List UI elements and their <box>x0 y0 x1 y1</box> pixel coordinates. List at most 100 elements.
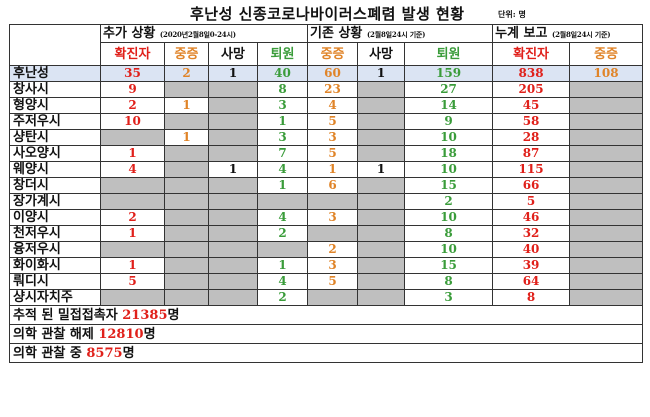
existing-discharged-cell: 10 <box>404 161 494 178</box>
existing-death-cell <box>357 177 406 194</box>
added-severe-cell <box>164 193 209 210</box>
added-confirmed-cell: 1 <box>100 145 165 162</box>
added-confirmed-cell: 2 <box>100 209 165 226</box>
region-cell: 샹시자치주 <box>9 289 101 306</box>
table-row: 천저우시 1 2 8 32 <box>9 225 644 242</box>
region-cell: 장가계시 <box>9 193 101 210</box>
added-severe-cell <box>164 241 209 258</box>
existing-severe-cell: 1 <box>307 161 359 178</box>
added-severe-cell <box>164 273 209 290</box>
col-added-death: 사망 <box>208 42 258 66</box>
added-confirmed-cell: 10 <box>100 113 165 130</box>
cumulative-confirmed-cell: 45 <box>492 97 571 114</box>
added-death-cell <box>208 113 258 130</box>
added-death-cell <box>208 289 258 306</box>
region-cell: 사오양시 <box>9 145 101 162</box>
region-header-cell <box>9 24 101 66</box>
added-death-cell <box>208 129 258 146</box>
existing-severe-cell: 60 <box>307 65 359 82</box>
footer-row: 의학 관찰 해제 12810명 <box>8 324 644 344</box>
added-death-cell <box>208 81 258 98</box>
added-confirmed-cell: 9 <box>100 81 165 98</box>
existing-death-cell <box>357 273 406 290</box>
existing-discharged-cell: 15 <box>404 177 494 194</box>
cumulative-confirmed-cell: 5 <box>492 193 571 210</box>
added-confirmed-cell <box>100 129 165 146</box>
existing-death-cell <box>357 193 406 210</box>
existing-death-cell <box>357 113 406 130</box>
table-row: 뤄디시 5 4 5 8 64 <box>9 273 644 290</box>
region-cell: 웨양시 <box>9 161 101 178</box>
existing-severe-cell: 5 <box>307 273 359 290</box>
existing-discharged-cell: 27 <box>404 81 494 98</box>
added-severe-cell <box>164 289 209 306</box>
existing-death-cell <box>357 225 406 242</box>
cumulative-confirmed-cell: 64 <box>492 273 571 290</box>
existing-death-cell <box>357 129 406 146</box>
table-body: 후난성 35 2 1 40 60 1 159 838 108 창사시 9 8 23 27 205 형양시 2 1 3 4… <box>9 65 644 306</box>
existing-death-cell <box>357 241 406 258</box>
cumulative-severe-cell <box>569 161 644 178</box>
existing-severe-cell <box>307 193 359 210</box>
footer-released: 의학 관찰 해제 12810명 <box>8 324 644 344</box>
cumulative-confirmed-cell: 28 <box>492 129 571 146</box>
existing-death-cell <box>357 289 406 306</box>
cumulative-severe-cell <box>569 113 644 130</box>
cumulative-severe-cell <box>569 225 644 242</box>
added-confirmed-cell <box>100 193 165 210</box>
cumulative-severe-cell <box>569 273 644 290</box>
cumulative-confirmed-cell: 87 <box>492 145 571 162</box>
col-existing-death: 사망 <box>357 42 406 66</box>
added-group-header: 추가 상황 (2020년2월8일0-24시) <box>99 24 309 43</box>
added-severe-cell <box>164 145 209 162</box>
cumulative-confirmed-cell: 40 <box>492 241 571 258</box>
added-discharged-cell: 1 <box>256 257 309 274</box>
existing-severe-cell: 23 <box>307 81 359 98</box>
cumulative-severe-cell <box>569 193 644 210</box>
added-severe-cell <box>164 81 209 98</box>
existing-discharged-cell: 10 <box>404 129 494 146</box>
added-discharged-cell <box>256 241 309 258</box>
cumulative-severe-cell <box>569 81 644 98</box>
existing-severe-cell <box>307 289 359 306</box>
added-death-cell: 1 <box>208 65 258 82</box>
col-existing-discharged: 퇴원 <box>404 42 494 66</box>
col-added-discharged: 퇴원 <box>256 42 309 66</box>
table-row: 형양시 2 1 3 4 14 45 <box>9 97 644 114</box>
added-severe-cell: 1 <box>164 129 209 146</box>
cumulative-severe-cell <box>569 241 644 258</box>
table-row: 창사시 9 8 23 27 205 <box>9 81 644 98</box>
added-severe-cell <box>164 177 209 194</box>
table-row: 이양시 2 4 3 10 46 <box>9 209 644 226</box>
existing-discharged-cell: 2 <box>404 193 494 210</box>
existing-severe-cell: 2 <box>307 241 359 258</box>
col-existing-severe: 중증 <box>307 42 359 66</box>
table-row: 창더시 1 6 15 66 <box>9 177 644 194</box>
added-discharged-cell: 8 <box>256 81 309 98</box>
col-cumulative-severe: 중증 <box>569 42 644 66</box>
added-death-cell <box>208 97 258 114</box>
added-discharged-cell <box>256 193 309 210</box>
added-severe-cell <box>164 209 209 226</box>
added-death-cell <box>208 257 258 274</box>
cumulative-confirmed-cell: 838 <box>492 65 571 82</box>
report-header: 후난성 신종코로나바이러스폐렴 발생 현황 단위: 명 <box>0 2 650 24</box>
added-discharged-cell: 40 <box>256 65 309 82</box>
existing-severe-cell: 3 <box>307 257 359 274</box>
region-cell: 융저우시 <box>9 241 101 258</box>
existing-severe-cell <box>307 225 359 242</box>
col-cumulative-confirmed: 확진자 <box>492 42 571 66</box>
added-confirmed-cell: 4 <box>100 161 165 178</box>
added-discharged-cell: 1 <box>256 113 309 130</box>
region-cell: 이양시 <box>9 209 101 226</box>
added-confirmed-cell: 35 <box>100 65 165 82</box>
cumulative-confirmed-cell: 115 <box>492 161 571 178</box>
table-row: 샹시자치주 2 3 8 <box>9 289 644 306</box>
cumulative-confirmed-cell: 205 <box>492 81 571 98</box>
existing-death-cell <box>357 209 406 226</box>
existing-death-cell: 1 <box>357 161 406 178</box>
existing-discharged-cell: 159 <box>404 65 494 82</box>
region-cell: 샹탄시 <box>9 129 101 146</box>
existing-discharged-cell: 10 <box>404 209 494 226</box>
table-row: 화이화시 1 1 3 15 39 <box>9 257 644 274</box>
